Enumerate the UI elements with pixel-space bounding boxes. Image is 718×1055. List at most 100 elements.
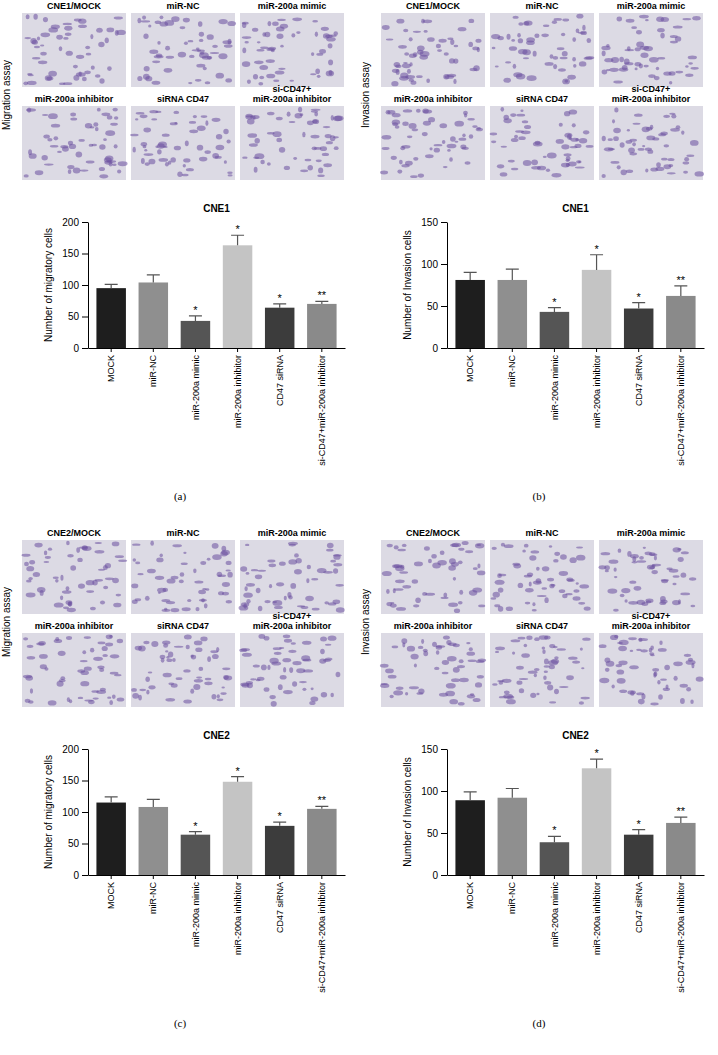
micrograph xyxy=(131,633,235,707)
cell-texture xyxy=(247,80,251,84)
cell-texture xyxy=(171,16,179,22)
cell-texture xyxy=(503,115,509,120)
cell-texture xyxy=(316,53,323,56)
cell-texture xyxy=(640,53,648,58)
cell-texture xyxy=(386,110,391,114)
x-tick: miR-200a inhibitor xyxy=(592,875,602,955)
cell-texture xyxy=(672,600,680,605)
cell-texture xyxy=(221,686,224,688)
micrograph xyxy=(130,106,235,180)
cell-texture xyxy=(686,155,694,157)
cell-texture xyxy=(254,167,258,173)
cell-texture xyxy=(695,171,704,176)
cell-texture xyxy=(415,597,421,603)
cell-texture xyxy=(246,583,255,587)
cell-texture xyxy=(80,660,88,662)
cell-texture xyxy=(131,688,137,692)
cell-texture xyxy=(477,571,486,576)
cell-texture xyxy=(220,551,228,556)
image-label-line: miR-200a inhibitor xyxy=(612,94,691,104)
cell-texture xyxy=(272,600,282,606)
x-tick-mark xyxy=(554,348,555,352)
cell-texture xyxy=(45,556,51,559)
cell-texture xyxy=(409,123,417,129)
cell-texture xyxy=(426,79,430,83)
cell-texture xyxy=(333,568,338,573)
cell-texture xyxy=(402,64,411,69)
cell-texture xyxy=(253,664,260,667)
y-tick-mark xyxy=(82,348,88,349)
micrograph xyxy=(490,633,594,707)
significance-label: * xyxy=(235,765,240,777)
cell-texture xyxy=(250,678,256,680)
cell-texture xyxy=(132,543,140,545)
cell-texture xyxy=(386,38,393,40)
cell-texture xyxy=(90,34,93,39)
cell-texture xyxy=(680,684,688,688)
cell-texture xyxy=(252,28,258,32)
cell-texture xyxy=(450,136,456,141)
cell-texture xyxy=(551,584,556,587)
cell-texture xyxy=(227,140,231,144)
cell-texture xyxy=(501,107,505,112)
micrograph-background xyxy=(22,13,126,87)
cell-texture xyxy=(601,174,605,178)
y-axis: 050100150200 xyxy=(62,217,88,354)
cell-texture xyxy=(179,26,185,29)
cell-texture xyxy=(692,16,700,20)
cell-texture xyxy=(512,651,515,654)
cell-texture xyxy=(151,641,158,647)
cell-texture xyxy=(222,592,229,596)
cell-texture xyxy=(276,138,282,142)
cell-texture xyxy=(244,586,247,591)
image-label: CNE2/MOCK xyxy=(47,528,102,538)
cell-texture xyxy=(673,26,683,29)
cell-texture xyxy=(143,128,151,133)
y-axis-title: Number of Invasion cells xyxy=(402,230,413,340)
cell-texture xyxy=(652,668,659,672)
bar xyxy=(624,309,653,348)
cell-texture xyxy=(531,550,540,553)
image-label: siRNA CD47 xyxy=(516,94,568,104)
cell-texture xyxy=(546,169,550,173)
cell-texture xyxy=(567,75,576,80)
cell-texture xyxy=(212,543,219,549)
cell-texture xyxy=(649,648,652,653)
cell-texture xyxy=(159,21,168,26)
cell-texture xyxy=(657,680,660,684)
cell-texture xyxy=(506,34,510,40)
cell-texture xyxy=(257,677,265,681)
error-bar xyxy=(464,272,477,280)
cell-texture xyxy=(216,134,222,140)
cell-texture xyxy=(497,164,504,168)
cell-texture xyxy=(312,20,318,23)
cell-texture xyxy=(570,557,577,563)
cell-texture xyxy=(133,558,137,561)
cell-texture xyxy=(639,64,643,69)
cell-texture xyxy=(43,561,49,563)
cell-texture xyxy=(76,55,84,59)
significance-label: * xyxy=(552,296,557,308)
cell-texture xyxy=(413,31,421,33)
cell-texture xyxy=(67,554,73,557)
cell-texture xyxy=(443,166,448,168)
cell-texture xyxy=(30,38,36,44)
cell-texture xyxy=(458,601,463,604)
cell-texture xyxy=(144,66,150,71)
cell-texture xyxy=(305,159,312,162)
cell-texture xyxy=(657,28,665,32)
cell-texture xyxy=(224,160,227,164)
cell-texture xyxy=(549,584,554,589)
cell-texture xyxy=(638,638,642,642)
bar xyxy=(181,835,210,875)
cell-texture xyxy=(28,74,34,76)
cell-texture xyxy=(43,17,48,22)
x-tick: miR-NC xyxy=(148,875,158,914)
cell-texture xyxy=(157,41,160,45)
cell-texture xyxy=(264,687,270,692)
micrograph-background xyxy=(131,13,235,87)
y-tick-mark xyxy=(82,812,88,813)
cell-texture xyxy=(199,157,207,162)
y-tick: 50 xyxy=(427,301,447,312)
cell-texture xyxy=(78,583,85,588)
